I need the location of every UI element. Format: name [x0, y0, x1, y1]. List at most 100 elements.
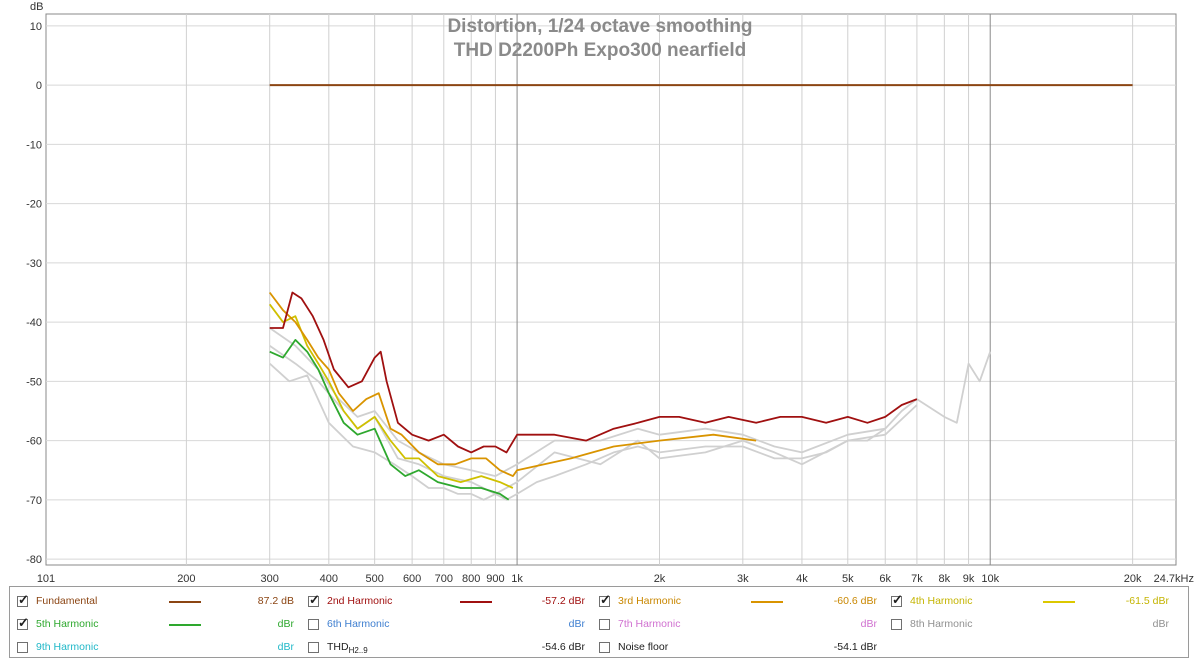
- legend-value: dBr: [860, 618, 877, 630]
- y-tick-label: -70: [26, 495, 42, 507]
- series-line-1: [269, 351, 992, 501]
- legend-item-h5: ✓ 5th Harmonic dBr: [17, 616, 302, 636]
- x-tick-label: 10k: [981, 573, 999, 582]
- y-tick-label: -40: [26, 317, 42, 329]
- legend-label: 2nd Harmonic: [327, 595, 393, 607]
- legend-checkbox-h9[interactable]: [17, 642, 28, 653]
- legend-checkbox-h8[interactable]: [891, 619, 902, 630]
- legend-checkbox-h7[interactable]: [599, 619, 610, 630]
- checkmark-icon: ✓: [18, 615, 29, 630]
- series-line-5: [268, 303, 514, 489]
- y-axis-label: dB: [30, 1, 43, 13]
- legend-swatch: [169, 624, 201, 626]
- y-tick-label: -80: [26, 554, 42, 566]
- legend-value: dBr: [277, 641, 294, 653]
- chart-subtitle: THD D2200Ph Expo300 nearfield: [454, 40, 747, 61]
- legend-item-h3: ✓ 3rd Harmonic -60.6 dBr: [599, 593, 885, 613]
- x-tick-label: 200: [177, 573, 195, 582]
- legend-value: -54.1 dBr: [833, 641, 877, 653]
- x-tick-label: 8k: [939, 573, 951, 582]
- x-tick-label: 20k: [1124, 573, 1142, 582]
- legend-item-h9: 9th Harmonic dBr: [17, 639, 302, 659]
- legend-item-h7: 7th Harmonic dBr: [599, 616, 885, 636]
- legend-value: -60.6 dBr: [833, 595, 877, 607]
- x-tick-label: 4k: [796, 573, 808, 582]
- y-tick-label: -50: [26, 376, 42, 388]
- legend-value: -54.6 dBr: [541, 641, 585, 653]
- series-line-7: [269, 291, 918, 454]
- legend-value: -57.2 dBr: [541, 595, 585, 607]
- legend-checkbox-thd[interactable]: [308, 642, 319, 653]
- series-line-4: [269, 338, 510, 501]
- checkmark-icon: ✓: [18, 592, 29, 607]
- x-tick-label: 900: [486, 573, 504, 582]
- legend-swatch: [751, 601, 783, 603]
- y-tick-label: 0: [36, 80, 42, 92]
- legend-checkbox-fundamental[interactable]: ✓: [17, 592, 29, 607]
- legend-value: dBr: [1152, 618, 1169, 630]
- legend-swatch: [460, 601, 492, 603]
- x-tick-label: 3k: [737, 573, 749, 582]
- legend-checkbox-h2[interactable]: ✓: [308, 592, 320, 607]
- chart-title: Distortion, 1/24 octave smoothing: [447, 16, 752, 37]
- x-tick-label: 600: [403, 573, 421, 582]
- x-tick-label: 800: [462, 573, 480, 582]
- legend-item-noise: Noise floor -54.1 dBr: [599, 639, 885, 659]
- y-tick-label: 10: [30, 21, 42, 33]
- y-tick-label: -60: [26, 436, 42, 448]
- legend-checkbox-h4[interactable]: ✓: [891, 592, 903, 607]
- legend-value: dBr: [568, 618, 585, 630]
- legend-label: 6th Harmonic: [327, 618, 390, 630]
- legend-label-subscript: H2..9: [348, 646, 368, 656]
- series-line-3: [269, 327, 886, 478]
- x-tick-label: 5k: [842, 573, 854, 582]
- legend-label: Fundamental: [36, 595, 98, 607]
- legend-checkbox-h6[interactable]: [308, 619, 319, 630]
- plot-area: [45, 13, 1177, 566]
- legend-item-h4: ✓ 4th Harmonic -61.5 dBr: [891, 593, 1177, 613]
- y-tick-label: -20: [26, 199, 42, 211]
- x-tick-label: 9k: [963, 573, 975, 582]
- legend-checkbox-h5[interactable]: ✓: [17, 615, 29, 630]
- x-tick-label: 500: [365, 573, 383, 582]
- y-tick-label: -10: [26, 139, 42, 151]
- x-tick-label: 2k: [654, 573, 666, 582]
- x-tick-label: 6k: [879, 573, 891, 582]
- y-tick-label: -30: [26, 258, 42, 270]
- x-tick-label: 700: [435, 573, 453, 582]
- legend-swatch: [169, 601, 201, 603]
- x-tick-label: 400: [320, 573, 338, 582]
- x-tick-label: 101: [37, 573, 55, 582]
- x-axis: 101 200 300 400 500 600 700 800 900 1k 2k 3k 4k 5k 6k 7…: [37, 573, 1194, 582]
- legend-label: 8th Harmonic: [910, 618, 973, 630]
- legend-item-fundamental: ✓ Fundamental 87.2 dB: [17, 593, 302, 613]
- legend-item-h6: 6th Harmonic dBr: [308, 616, 593, 636]
- series-line-6: [268, 291, 757, 478]
- legend-value: 87.2 dB: [257, 595, 294, 607]
- legend-label: Noise floor: [618, 641, 669, 653]
- x-tick-label: 1k: [511, 573, 523, 582]
- legend-swatch: [1043, 601, 1075, 603]
- legend-label: THDH2..9: [327, 641, 368, 656]
- legend-checkbox-h3[interactable]: ✓: [599, 592, 611, 607]
- legend-panel: ✓ Fundamental 87.2 dB ✓ 2nd Harmonic -57.2 dB…: [9, 586, 1189, 658]
- legend-item-thd: THDH2..9 -54.6 dBr: [308, 639, 593, 659]
- checkmark-icon: ✓: [309, 592, 320, 607]
- legend-label: 4th Harmonic: [910, 595, 973, 607]
- distortion-chart: 10 0 -10 -20 -30 -40 -50 -60 -70 -80 101 200 300 400…: [26, 1, 1194, 582]
- checkmark-icon: ✓: [600, 592, 611, 607]
- legend-value: -61.5 dBr: [1125, 595, 1169, 607]
- legend-label: 9th Harmonic: [36, 641, 99, 653]
- y-axis: 10 0 -10 -20 -30 -40 -50 -60 -70 -80: [26, 21, 42, 566]
- legend-label: 7th Harmonic: [618, 618, 681, 630]
- legend-item-h2: ✓ 2nd Harmonic -57.2 dBr: [308, 593, 593, 613]
- legend-value: dBr: [277, 618, 294, 630]
- series-layer: [268, 84, 1133, 501]
- legend-label: 5th Harmonic: [36, 618, 99, 630]
- legend-item-h8: 8th Harmonic dBr: [891, 616, 1177, 636]
- checkmark-icon: ✓: [892, 592, 903, 607]
- x-tick-label: 7k: [911, 573, 923, 582]
- x-tick-label: 300: [261, 573, 279, 582]
- legend-label: 3rd Harmonic: [618, 595, 682, 607]
- legend-checkbox-noise[interactable]: [599, 642, 610, 653]
